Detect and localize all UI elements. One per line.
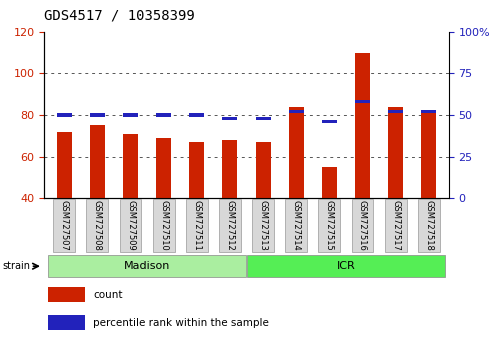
Bar — [156, 138, 171, 198]
Text: GSM727512: GSM727512 — [225, 200, 235, 251]
FancyBboxPatch shape — [247, 255, 445, 277]
Text: GSM727509: GSM727509 — [126, 200, 135, 251]
Bar — [189, 142, 204, 198]
FancyBboxPatch shape — [153, 199, 175, 252]
Text: ICR: ICR — [337, 261, 355, 271]
Bar — [355, 53, 370, 198]
FancyBboxPatch shape — [385, 199, 407, 252]
FancyBboxPatch shape — [219, 199, 241, 252]
Text: GSM727516: GSM727516 — [358, 200, 367, 251]
FancyBboxPatch shape — [285, 199, 307, 252]
Text: percentile rank within the sample: percentile rank within the sample — [93, 318, 269, 328]
Bar — [90, 113, 105, 117]
Bar — [289, 110, 304, 113]
Text: GSM727510: GSM727510 — [159, 200, 168, 251]
Text: GSM727507: GSM727507 — [60, 200, 69, 251]
Bar — [388, 107, 403, 198]
FancyBboxPatch shape — [252, 199, 274, 252]
Text: GSM727511: GSM727511 — [192, 200, 201, 251]
FancyBboxPatch shape — [120, 199, 141, 252]
Bar — [57, 132, 71, 198]
Bar — [289, 107, 304, 198]
Bar — [57, 113, 71, 117]
FancyBboxPatch shape — [86, 199, 108, 252]
FancyBboxPatch shape — [318, 199, 340, 252]
Text: GSM727508: GSM727508 — [93, 200, 102, 251]
Bar — [322, 167, 337, 198]
Text: Madison: Madison — [124, 261, 170, 271]
Bar — [255, 117, 271, 120]
Bar — [388, 110, 403, 113]
Bar — [322, 120, 337, 123]
Text: GDS4517 / 10358399: GDS4517 / 10358399 — [44, 9, 195, 23]
Bar — [156, 113, 171, 117]
Text: GSM727513: GSM727513 — [258, 200, 268, 251]
FancyBboxPatch shape — [186, 199, 208, 252]
Text: strain: strain — [2, 261, 31, 271]
Text: GSM727515: GSM727515 — [325, 200, 334, 251]
Text: GSM727518: GSM727518 — [424, 200, 433, 251]
Bar — [90, 125, 105, 198]
Text: count: count — [93, 290, 122, 299]
Bar — [422, 110, 436, 113]
Bar — [48, 315, 85, 330]
Bar — [355, 100, 370, 103]
Bar — [123, 113, 138, 117]
FancyBboxPatch shape — [352, 199, 373, 252]
Bar — [222, 117, 238, 120]
Bar — [255, 142, 271, 198]
Text: GSM727514: GSM727514 — [292, 200, 301, 251]
Bar — [48, 287, 85, 302]
Text: GSM727517: GSM727517 — [391, 200, 400, 251]
FancyBboxPatch shape — [48, 255, 246, 277]
Bar — [123, 134, 138, 198]
FancyBboxPatch shape — [53, 199, 75, 252]
Bar — [189, 113, 204, 117]
FancyBboxPatch shape — [418, 199, 440, 252]
Bar — [222, 140, 238, 198]
Bar — [422, 113, 436, 198]
